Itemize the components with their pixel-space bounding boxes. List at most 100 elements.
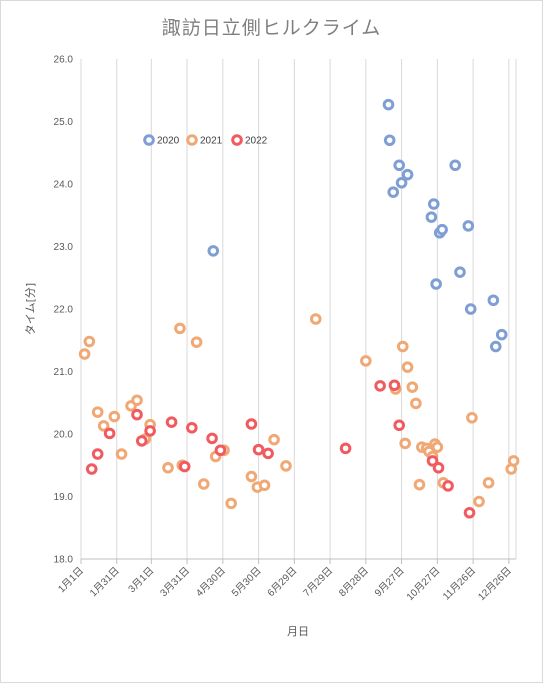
point-2022 bbox=[388, 379, 401, 392]
point-2022 bbox=[426, 455, 439, 467]
x-tick-label: 1月1日 bbox=[56, 565, 86, 595]
point-2022 bbox=[103, 427, 116, 440]
point-2021 bbox=[131, 394, 143, 407]
point-2022 bbox=[91, 448, 104, 460]
point-2020 bbox=[382, 98, 395, 111]
point-2022 bbox=[463, 506, 476, 519]
point-2020 bbox=[387, 186, 400, 198]
point-2020 bbox=[454, 266, 466, 278]
point-2022 bbox=[131, 408, 143, 421]
point-2020 bbox=[449, 159, 462, 172]
point-2022 bbox=[262, 447, 274, 460]
point-2022 bbox=[178, 460, 191, 473]
legend-label-2022: 2022 bbox=[245, 136, 268, 147]
legend-marker-2020 bbox=[143, 134, 155, 146]
point-2020 bbox=[430, 278, 442, 290]
point-2021 bbox=[91, 406, 104, 418]
point-2020 bbox=[487, 294, 500, 307]
point-2022 bbox=[135, 435, 148, 447]
point-2021 bbox=[482, 476, 495, 489]
point-2021 bbox=[83, 335, 96, 348]
gridlines bbox=[80, 59, 517, 559]
point-2020 bbox=[401, 168, 414, 181]
legend: 2020 2021 2022 bbox=[143, 134, 268, 147]
point-2021 bbox=[466, 411, 478, 424]
point-2020 bbox=[395, 176, 408, 189]
y-tick-label: 22.0 bbox=[54, 305, 74, 316]
point-2022 bbox=[393, 419, 406, 432]
point-2022 bbox=[144, 425, 156, 437]
x-tick-label: 5月30日 bbox=[229, 565, 263, 599]
y-tick-label: 26.0 bbox=[54, 55, 74, 66]
point-2021 bbox=[108, 410, 121, 423]
x-tick-label: 9月27日 bbox=[372, 565, 406, 599]
point-2020 bbox=[383, 134, 396, 147]
point-2021 bbox=[197, 478, 210, 490]
legend-label-2021: 2021 bbox=[200, 136, 223, 147]
point-2020 bbox=[207, 245, 220, 257]
point-2021 bbox=[280, 460, 292, 472]
x-tick-label: 3月1日 bbox=[126, 565, 156, 595]
point-2021 bbox=[473, 495, 485, 508]
x-tick-label: 12月26日 bbox=[476, 565, 514, 603]
point-2020 bbox=[489, 340, 502, 353]
chart-title: 諏訪日立側ヒルクライム bbox=[161, 17, 382, 39]
legend-label-2020: 2020 bbox=[157, 136, 180, 147]
point-2022 bbox=[214, 444, 227, 457]
legend-marker-2022 bbox=[231, 134, 243, 146]
point-2021 bbox=[401, 361, 414, 373]
x-tick-label: 8月28日 bbox=[337, 565, 371, 599]
y-tick-label: 19.0 bbox=[54, 492, 74, 503]
y-tick-label: 18.0 bbox=[54, 555, 74, 566]
point-2022 bbox=[245, 418, 258, 430]
point-2021 bbox=[396, 340, 409, 353]
point-2021 bbox=[309, 313, 322, 325]
point-2021 bbox=[174, 322, 186, 335]
y-tick-label: 25.0 bbox=[54, 117, 74, 128]
point-2021 bbox=[268, 433, 280, 446]
point-2022 bbox=[339, 442, 352, 455]
point-2022 bbox=[186, 421, 198, 434]
point-2020 bbox=[464, 303, 477, 315]
point-2021 bbox=[162, 461, 174, 474]
axes: 1月1日 1月31日 3月1日 3月31日 4月30日 5月30日 6月29日 7月29日 8月… bbox=[54, 55, 516, 603]
point-2022 bbox=[374, 380, 386, 392]
x-tick-label: 1月31日 bbox=[87, 565, 121, 599]
y-tick-label: 21.0 bbox=[54, 367, 74, 378]
point-2021 bbox=[399, 437, 411, 450]
point-2021 bbox=[413, 478, 426, 491]
point-2021 bbox=[258, 479, 271, 492]
y-tick-label: 20.0 bbox=[54, 430, 74, 441]
point-2020 bbox=[427, 198, 440, 210]
point-2021 bbox=[115, 448, 128, 460]
point-2020 bbox=[393, 159, 406, 172]
x-axis-label: 月日 bbox=[287, 625, 309, 638]
point-2021 bbox=[507, 455, 520, 467]
x-tick-label: 11月26日 bbox=[440, 565, 478, 603]
point-2020 bbox=[436, 223, 448, 236]
y-tick-label: 24.0 bbox=[54, 180, 74, 191]
point-2021 bbox=[78, 348, 91, 360]
point-2022 bbox=[165, 416, 178, 428]
x-tick-label: 7月29日 bbox=[301, 565, 335, 599]
y-tick-label: 23.0 bbox=[54, 242, 74, 253]
point-2020 bbox=[425, 211, 438, 223]
point-2021 bbox=[97, 420, 110, 432]
x-tick-label: 4月30日 bbox=[194, 565, 228, 599]
point-2022 bbox=[252, 443, 265, 456]
data-points bbox=[78, 98, 520, 519]
legend-marker-2021 bbox=[186, 134, 198, 146]
x-tick-label: 3月31日 bbox=[158, 565, 192, 599]
point-2021 bbox=[410, 397, 422, 410]
y-axis-label: タイム[分] bbox=[24, 283, 37, 335]
point-2021 bbox=[225, 497, 237, 510]
point-2020 bbox=[462, 220, 475, 232]
point-2021 bbox=[190, 336, 203, 348]
point-2021 bbox=[431, 441, 444, 453]
point-2022 bbox=[432, 461, 445, 474]
point-2021 bbox=[245, 470, 258, 483]
point-2020 bbox=[495, 328, 508, 341]
point-2022 bbox=[206, 432, 218, 445]
